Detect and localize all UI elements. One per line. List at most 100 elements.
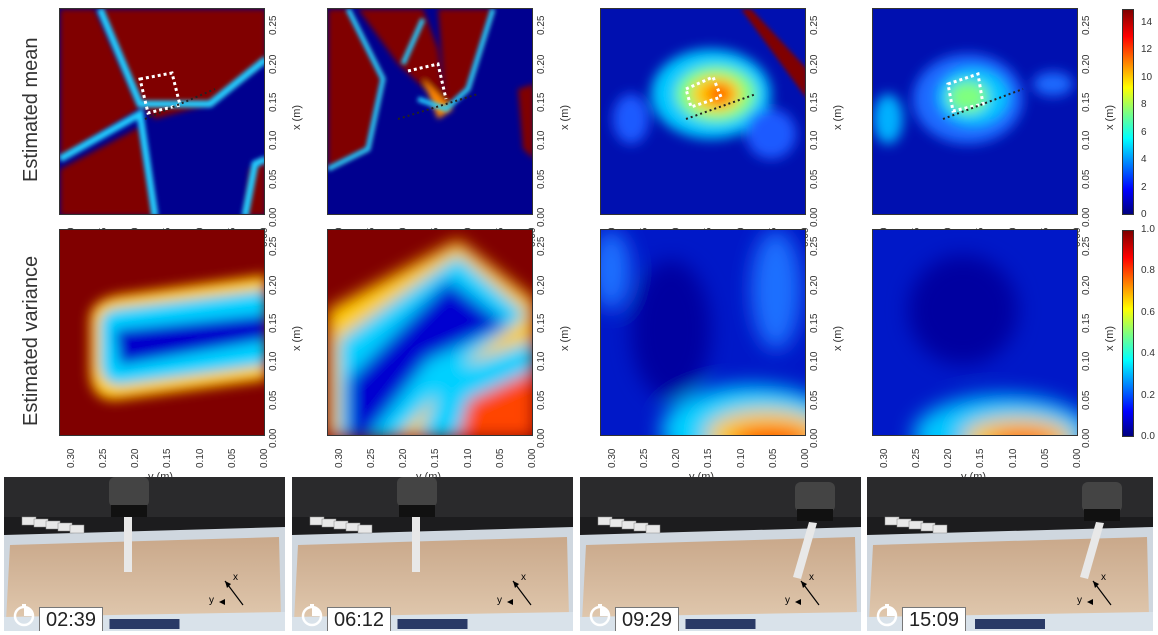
x-tick-label: 0.25 [98,448,110,468]
heatmap-mean-3 [600,8,806,215]
x-tick-label: 0.25 [639,448,651,468]
axis-label-x: x (m) [291,325,303,351]
x-tick-label: 0.10 [1007,448,1019,468]
row-label-variance: Estimated variance [20,255,42,426]
x-tick-label: 0.05 [494,448,506,468]
timer-label: 09:29 [615,607,680,631]
photo-scene [292,477,573,631]
colorbar-mean-tick: 8 [1141,99,1147,111]
y-tick-label: 0.10 [1081,351,1092,372]
heatmap-mean-2 [327,8,533,215]
photo-axis-label-y: y [1077,595,1082,606]
photo-axis-label-x: x [233,572,238,583]
photo-axis-label-y: y [785,595,790,606]
colorbar-variance-tick: 0.8 [1141,265,1155,277]
stopwatch-icon [300,603,324,627]
y-tick-label: 0.00 [268,207,279,227]
heatmap-mean-1 [59,8,265,215]
heatmap-variance-2 [327,229,533,436]
colorbar-mean-tick: 6 [1141,126,1147,138]
y-tick-label: 0.10 [268,351,279,372]
timer-label: 15:09 [902,607,967,631]
y-tick-label: 0.20 [809,275,820,295]
y-tick-label: 0.20 [1081,275,1092,295]
y-tick-label: 0.25 [1081,15,1092,36]
colorbar-variance-tick: 0.4 [1141,348,1155,360]
y-tick-label: 0.05 [536,169,547,189]
colorbar-variance-tick: 1.0 [1141,224,1155,235]
y-tick-label: 0.05 [268,390,279,410]
row-label-mean: Estimated mean [20,37,42,182]
colorbar-variance-tick: 0.2 [1141,389,1155,401]
colorbar-variance-tick: 0.0 [1141,431,1155,442]
y-tick-label: 0.05 [536,390,547,410]
y-tick-label: 0.20 [268,54,279,74]
y-tick-label: 0.20 [1081,54,1092,74]
x-tick-label: 0.15 [975,448,987,468]
x-tick-label: 0.25 [366,448,378,468]
sandbox-photo-1: x y 02:39 [4,477,285,631]
y-tick-label: 0.05 [1081,169,1092,189]
y-tick-label: 0.00 [1081,428,1092,448]
heatmap-field [873,9,1077,214]
timer-label: 02:39 [39,607,104,631]
x-tick-label: 0.10 [735,448,747,468]
colorbar-variance-tick: 0.6 [1141,306,1155,318]
x-tick-label: 0.00 [800,448,811,468]
y-tick-label: 0.05 [268,169,279,189]
heatmap-variance-3 [600,229,806,436]
heatmap-variance-1 [59,229,265,436]
y-tick-label: 0.15 [536,313,547,333]
colorbar-mean-tick: 0 [1141,209,1147,220]
y-tick-label: 0.25 [809,236,820,257]
sandbox-photo-2: x y 06:12 [292,477,573,631]
y-tick-label: 0.10 [809,130,820,151]
y-tick-label: 0.20 [536,275,547,295]
timer-label: 06:12 [327,607,392,631]
photo-axis-label-y: y [209,595,214,606]
stopwatch-icon [588,603,612,627]
x-tick-label: 0.10 [462,448,474,468]
sandbox-photo-3: x y 09:29 [580,477,861,631]
axis-label-x: x (m) [559,325,571,351]
colorbar-mean-tick: 12 [1141,44,1153,56]
x-tick-label: 0.20 [130,448,142,468]
axis-label-x: x (m) [1104,325,1116,351]
heatmap-field [601,9,805,214]
heatmap-mean-4 [872,8,1078,215]
x-tick-label: 0.00 [527,448,538,468]
y-tick-label: 0.10 [536,351,547,372]
x-tick-label: 0.15 [162,448,174,468]
y-tick-label: 0.25 [809,15,820,36]
y-tick-label: 0.15 [809,92,820,112]
colorbar-mean-tick: 4 [1141,154,1147,166]
x-tick-label: 0.20 [943,448,955,468]
y-tick-label: 0.25 [268,236,279,257]
x-tick-label: 0.25 [911,448,923,468]
x-tick-label: 0.15 [703,448,715,468]
heatmap-field [60,230,264,435]
x-tick-label: 0.10 [194,448,206,468]
colorbar-mean-tick: 10 [1141,71,1153,83]
y-tick-label: 0.10 [1081,130,1092,151]
y-tick-label: 0.00 [809,428,820,448]
heatmap-field [873,230,1077,435]
colorbar-mean-tick: 2 [1141,181,1147,193]
y-tick-label: 0.00 [268,428,279,448]
x-tick-label: 0.30 [333,448,345,468]
x-tick-label: 0.15 [430,448,442,468]
x-tick-label: 0.30 [65,448,77,468]
y-tick-label: 0.25 [268,15,279,36]
stopwatch-icon [875,603,899,627]
y-tick-label: 0.15 [1081,313,1092,333]
y-tick-label: 0.00 [536,207,547,227]
heatmap-field [60,9,264,214]
y-tick-label: 0.15 [268,313,279,333]
colorbar-variance [1122,230,1134,437]
photo-axis-label-x: x [1101,572,1106,583]
photo-scene [4,477,285,631]
axis-label-x: x (m) [559,104,571,130]
heatmap-field [328,230,532,435]
x-tick-label: 0.05 [226,448,238,468]
y-tick-label: 0.15 [1081,92,1092,112]
